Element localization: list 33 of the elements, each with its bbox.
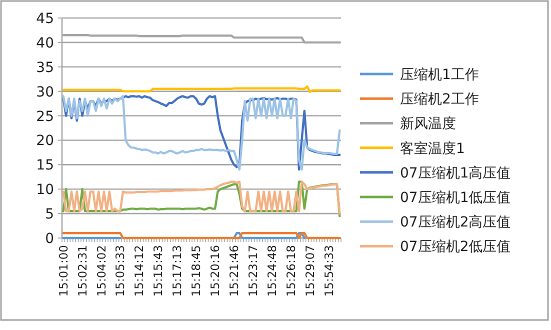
y-tick-label: 25 (36, 108, 54, 125)
x-tick-label: 15:02:31 (75, 245, 90, 297)
legend-label: 07压缩机2高压值 (400, 214, 511, 231)
x-tick-label: 15:01:00 (56, 245, 70, 297)
x-tick-label: 15:04:02 (94, 245, 108, 297)
x-tick-label: 15:20:16 (208, 245, 222, 297)
y-tick-label: 30 (36, 84, 54, 100)
x-tick-label: 15:21:46 (227, 245, 242, 297)
x-tick-label: 15:05:33 (113, 245, 128, 297)
legend-label: 07压缩机1高压值 (400, 165, 511, 182)
y-tick-label: 0 (45, 231, 54, 247)
y-tick-label: 15 (36, 158, 54, 174)
y-tick-label: 20 (36, 133, 54, 150)
x-tick-label: 15:54:33 (322, 245, 336, 297)
legend-label: 压缩机2工作 (400, 92, 479, 108)
x-tick-label: 15:17:13 (170, 245, 184, 297)
y-tick-label: 10 (36, 182, 54, 198)
legend-label: 07压缩机2低压值 (400, 239, 511, 256)
x-tick-label: 15:23:17 (246, 245, 260, 297)
x-tick-label: 15:18:45 (189, 245, 204, 297)
y-tick-label: 5 (45, 206, 54, 223)
y-tick-label: 40 (36, 35, 54, 52)
x-tick-label: 15:26:18 (284, 245, 298, 297)
legend-label: 07压缩机1低压值 (400, 190, 511, 206)
legend-label: 客室温度1 (400, 140, 465, 157)
x-tick-label: 15:15:43 (151, 245, 166, 297)
legend-label: 新风温度 (400, 116, 456, 132)
x-tick-label: 15:29:07 (302, 245, 317, 297)
y-tick-label: 35 (36, 60, 54, 76)
x-tick-label: 15:14:12 (132, 245, 146, 297)
x-tick-label: 15:24:48 (264, 245, 279, 297)
y-tick-label: 45 (36, 11, 54, 27)
legend-label: 压缩机1工作 (400, 67, 479, 83)
